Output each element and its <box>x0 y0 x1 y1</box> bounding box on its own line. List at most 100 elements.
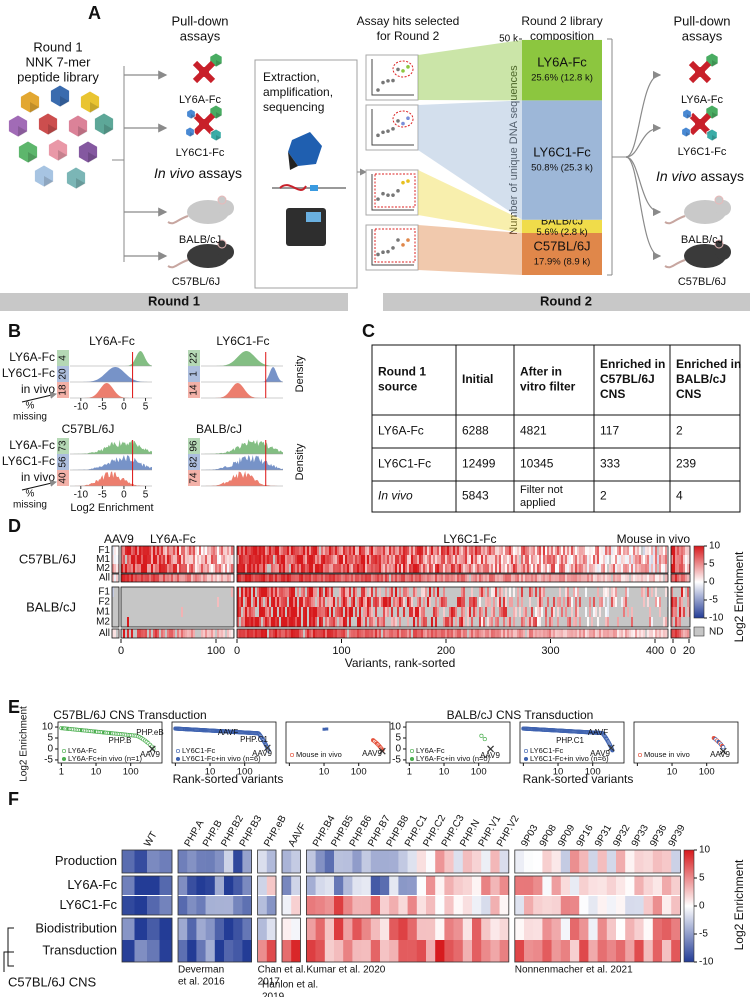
heat-cell <box>613 597 615 607</box>
heat-cell <box>355 629 357 638</box>
heat-cell <box>599 564 601 573</box>
heat-cell <box>413 546 415 555</box>
heat-cell <box>281 607 283 617</box>
heat-cell <box>545 617 547 627</box>
heat-cell <box>245 574 247 582</box>
heat-cell <box>391 617 393 627</box>
heat-cell <box>639 555 641 564</box>
heat-cell <box>497 546 499 555</box>
heat-cell <box>385 574 387 582</box>
heat-cell <box>393 587 395 597</box>
heat-cell <box>509 607 511 617</box>
heat-cell <box>401 555 403 564</box>
heat-cell <box>677 587 679 597</box>
heat-cell <box>275 587 277 597</box>
heat-cell <box>369 597 371 607</box>
heat-cell <box>571 555 573 564</box>
heat-cell <box>303 597 305 607</box>
heat-cell <box>398 850 408 873</box>
heat-cell <box>599 607 601 617</box>
heat-cell <box>251 607 253 617</box>
heat-cell <box>263 607 265 617</box>
heat-cell <box>367 617 369 627</box>
heat-cell <box>224 896 234 915</box>
label: 22 <box>189 352 200 364</box>
heat-cell <box>477 597 479 607</box>
heat-cell <box>611 607 613 617</box>
heat-cell <box>217 555 219 564</box>
heat-cell <box>341 607 343 617</box>
heat-cell <box>533 896 543 915</box>
heat-cell <box>417 876 427 895</box>
heat-cell <box>249 629 251 638</box>
heat-cell <box>637 564 639 573</box>
heat-cell <box>601 555 603 564</box>
heat-cell <box>281 597 283 607</box>
heat-cell <box>325 587 327 597</box>
heat-cell <box>243 617 245 627</box>
heat-cell <box>257 546 259 555</box>
heat-cell <box>325 918 335 940</box>
heat-cell <box>389 587 391 597</box>
heat-cell <box>585 574 587 582</box>
heat-cell <box>413 555 415 564</box>
heat-cell <box>351 555 353 564</box>
heat-cell <box>454 896 464 915</box>
heat-cell <box>365 587 367 597</box>
heat-cell <box>209 564 211 573</box>
label: Density <box>294 443 306 480</box>
heat-cell <box>527 555 529 564</box>
heat-cell <box>165 555 167 564</box>
heat-cell <box>265 564 267 573</box>
heat-cell <box>541 574 543 582</box>
heat-cell <box>570 876 580 895</box>
heat-cell <box>677 617 679 627</box>
heat-cell <box>467 555 469 564</box>
heat-cell <box>293 629 295 638</box>
heat-cell <box>483 564 485 573</box>
heat-cell <box>487 546 489 555</box>
hit-dot <box>391 127 395 131</box>
heat-cell <box>303 607 305 617</box>
heat-cell <box>579 546 581 555</box>
heat-cell <box>637 617 639 627</box>
heat-cell <box>343 896 353 915</box>
heat-cell <box>187 564 189 573</box>
heat-cell <box>206 896 216 915</box>
heat-cell <box>331 587 333 597</box>
heat-cell <box>367 546 369 555</box>
heat-cell <box>549 564 551 573</box>
receptor-icon <box>695 119 705 129</box>
table-cell: 12499 <box>462 457 496 471</box>
heat-cell <box>385 564 387 573</box>
heat-cell <box>359 629 361 638</box>
heat-cell <box>255 555 257 564</box>
heat-cell <box>327 617 329 627</box>
heat-cell <box>153 607 155 617</box>
heat-cell <box>655 597 657 607</box>
heat-cell <box>661 574 663 582</box>
heat-cell <box>657 607 659 617</box>
heat-cell <box>573 607 575 617</box>
heat-cell <box>419 555 421 564</box>
heat-cell <box>201 587 203 597</box>
heat-cell <box>334 896 344 915</box>
heat-cell <box>297 617 299 627</box>
heat-cell <box>653 896 663 915</box>
heat-cell <box>588 850 598 873</box>
density <box>70 472 152 486</box>
heat-cell <box>551 546 553 555</box>
heat-cell <box>175 574 177 582</box>
heat-cell <box>639 587 641 597</box>
heat-cell <box>473 564 475 573</box>
heat-cell <box>439 607 441 617</box>
heat-cell <box>139 597 141 607</box>
heat-cell <box>479 629 481 638</box>
heat-cell <box>387 629 389 638</box>
heat-cell <box>229 564 231 573</box>
heat-cell <box>363 546 365 555</box>
heat-cell <box>299 574 301 582</box>
heat-cell <box>178 876 188 895</box>
heat-cell <box>500 940 510 962</box>
heat-cell <box>587 564 589 573</box>
